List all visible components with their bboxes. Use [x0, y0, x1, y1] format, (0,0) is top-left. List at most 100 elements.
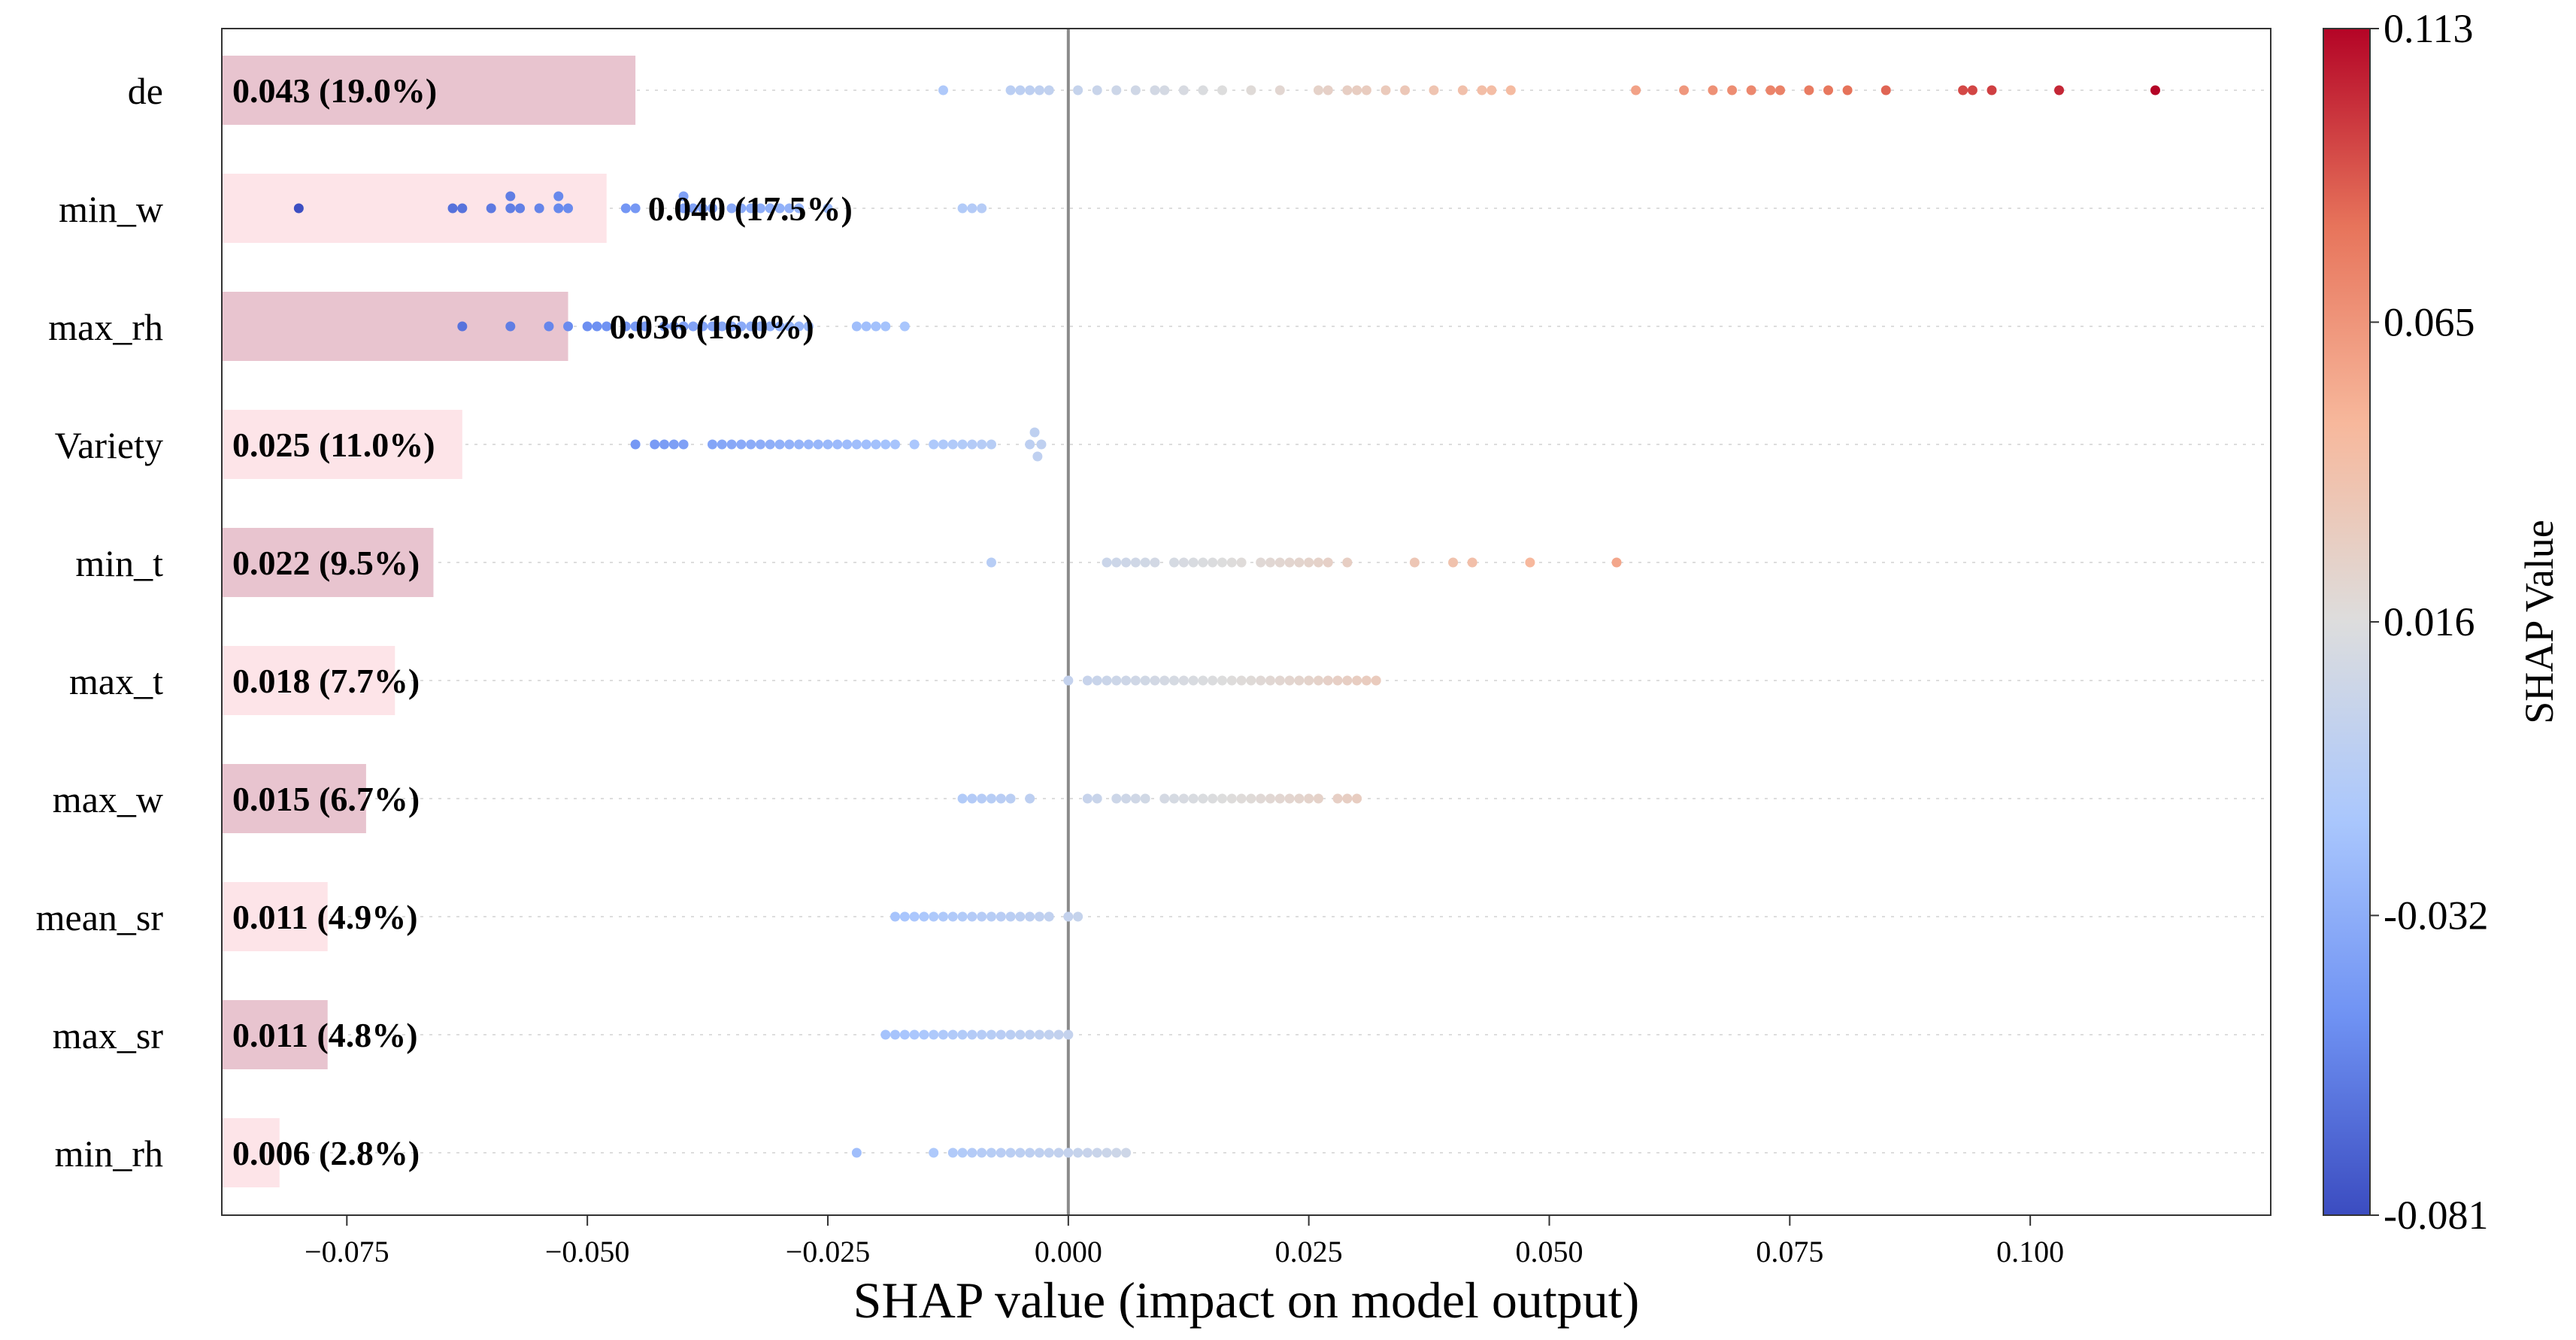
- shap-point: [919, 1029, 929, 1040]
- shap-point: [1265, 793, 1275, 804]
- shap-point: [1044, 911, 1054, 922]
- shap-point: [1342, 557, 1353, 568]
- shap-point: [957, 1147, 968, 1158]
- shap-point: [688, 203, 699, 214]
- feature-label: mean_sr: [36, 896, 164, 938]
- shap-point: [977, 203, 987, 214]
- shap-point: [1169, 675, 1180, 686]
- shap-point: [986, 1029, 996, 1040]
- shap-point: [1304, 675, 1314, 686]
- shap-point: [707, 439, 717, 450]
- shap-point: [1804, 85, 1814, 95]
- shap-point: [1102, 675, 1112, 686]
- shap-point: [1063, 911, 1074, 922]
- shap-point: [899, 321, 910, 332]
- shap-point: [1121, 1147, 1132, 1158]
- shap-point: [784, 203, 795, 214]
- shap-point: [1880, 85, 1891, 95]
- shap-point: [602, 321, 612, 332]
- shap-point: [1274, 557, 1285, 568]
- importance-bar: [222, 646, 395, 715]
- shap-point: [1140, 675, 1150, 686]
- shap-point: [1294, 675, 1305, 686]
- shap-point: [1294, 557, 1305, 568]
- shap-point: [736, 203, 747, 214]
- shap-point: [630, 321, 641, 332]
- shap-point: [909, 911, 920, 922]
- shap-point: [890, 911, 901, 922]
- shap-point: [1477, 85, 1487, 95]
- shap-point: [620, 321, 631, 332]
- shap-point: [1775, 85, 1786, 95]
- shap-point: [1063, 1029, 1074, 1040]
- shap-point: [823, 439, 833, 450]
- shap-point: [1188, 675, 1199, 686]
- shap-point: [630, 203, 641, 214]
- shap-point: [871, 439, 881, 450]
- shap-point: [1073, 911, 1083, 922]
- shap-point: [1082, 1147, 1093, 1158]
- shap-point: [1265, 675, 1275, 686]
- shap-point: [707, 203, 717, 214]
- shap-point: [1005, 1029, 1016, 1040]
- shap-point: [1198, 85, 1208, 95]
- shap-point: [1169, 557, 1180, 568]
- shap-point: [794, 321, 805, 332]
- shap-point: [774, 203, 785, 214]
- shap-point: [746, 321, 756, 332]
- shap-point: [755, 439, 765, 450]
- shap-point: [1044, 1147, 1054, 1158]
- shap-point: [1448, 557, 1459, 568]
- shap-point: [1092, 1147, 1102, 1158]
- shap-point: [1102, 557, 1112, 568]
- shap-point: [620, 203, 631, 214]
- shap-point: [486, 203, 496, 214]
- shap-point: [1025, 1147, 1035, 1158]
- shap-point: [650, 439, 660, 450]
- shap-point: [1361, 675, 1371, 686]
- shap-point: [1005, 85, 1016, 95]
- shap-point: [1332, 675, 1343, 686]
- shap-point: [1159, 793, 1170, 804]
- shap-point: [1130, 557, 1141, 568]
- shap-point: [1679, 85, 1690, 95]
- shap-point: [1313, 675, 1323, 686]
- shap-point: [871, 321, 881, 332]
- shap-point: [1188, 557, 1199, 568]
- shap-point: [1217, 85, 1228, 95]
- shap-point: [1073, 1147, 1083, 1158]
- colorbar-tick-label: 0.016: [2384, 599, 2475, 644]
- shap-point: [1409, 557, 1420, 568]
- shap-point: [1323, 85, 1333, 95]
- shap-point: [505, 203, 516, 214]
- importance-bar: [222, 882, 328, 951]
- shap-point: [996, 1147, 1006, 1158]
- shap-point: [717, 439, 727, 450]
- shap-point: [1611, 557, 1622, 568]
- shap-point: [1015, 1147, 1026, 1158]
- shap-point: [1284, 793, 1295, 804]
- shap-point: [1361, 85, 1371, 95]
- shap-point: [986, 1147, 996, 1158]
- shap-point: [803, 321, 814, 332]
- importance-value-label: 0.015 (6.7%): [232, 780, 420, 818]
- shap-point: [1342, 85, 1353, 95]
- shap-point: [1246, 85, 1256, 95]
- shap-point: [880, 1029, 891, 1040]
- shap-point: [1036, 439, 1047, 450]
- shap-point: [947, 439, 958, 450]
- shap-point: [765, 203, 775, 214]
- importance-value-label: 0.011 (4.8%): [232, 1016, 418, 1054]
- shap-point: [1188, 793, 1199, 804]
- shap-point: [1313, 85, 1323, 95]
- shap-point: [640, 321, 650, 332]
- shap-point: [1708, 85, 1718, 95]
- feature-label: de: [128, 70, 163, 112]
- shap-point: [2054, 85, 2065, 95]
- shap-point: [977, 439, 987, 450]
- colorbar-title: SHAP Value: [2517, 520, 2562, 724]
- shap-point: [447, 203, 458, 214]
- shap-point: [1121, 557, 1132, 568]
- shap-point: [515, 203, 526, 214]
- shap-point: [1198, 793, 1208, 804]
